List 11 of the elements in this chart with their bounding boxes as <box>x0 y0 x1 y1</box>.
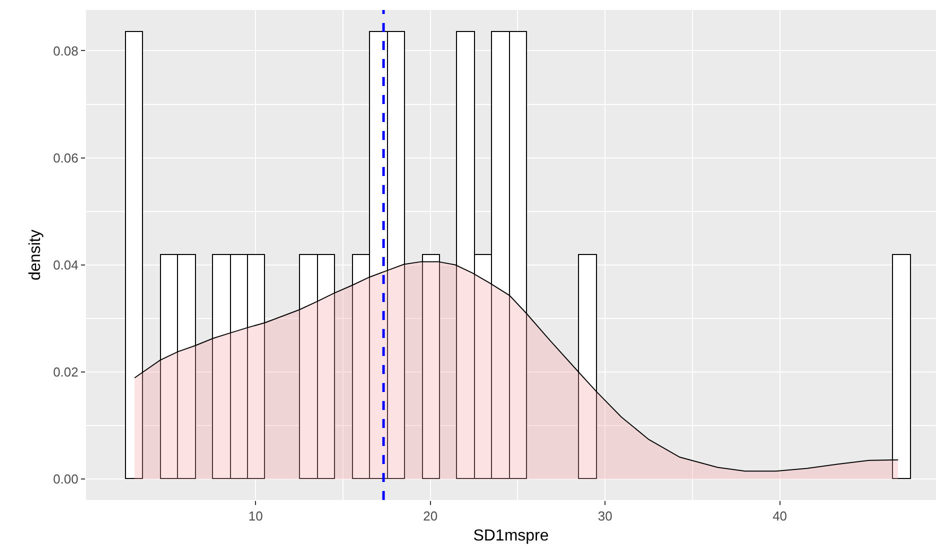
x-tick-label: 40 <box>772 508 788 524</box>
y-tick-label: 0.08 <box>53 43 78 58</box>
y-tick-label: 0.00 <box>53 472 78 487</box>
x-tick-label: 30 <box>598 508 612 524</box>
x-tick-label: 20 <box>423 508 438 524</box>
y-tick-label: 0.06 <box>53 150 78 166</box>
y-tick-label: 0.02 <box>53 364 78 380</box>
y-axis-title: density <box>26 230 44 280</box>
x-tick-label: 10 <box>248 508 263 524</box>
x-axis-title: SD1mspre <box>473 527 549 544</box>
y-tick-label: 0.04 <box>53 257 78 272</box>
